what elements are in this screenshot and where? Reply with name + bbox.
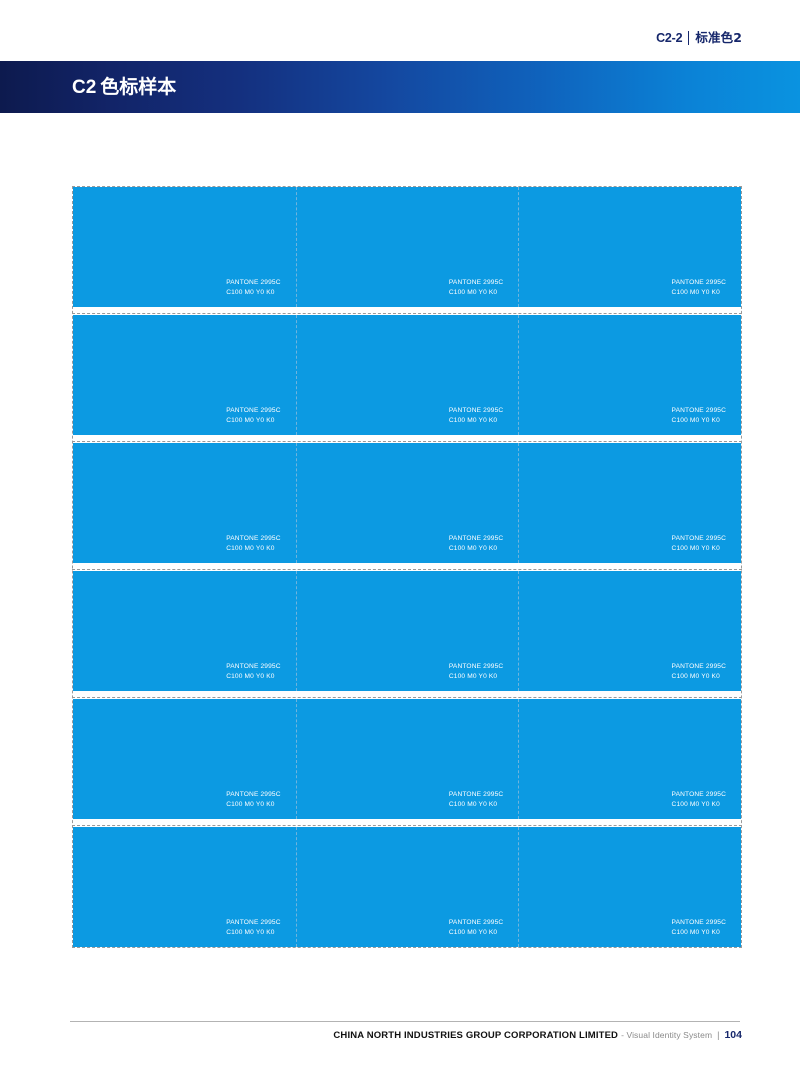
swatch-pantone: PANTONE 2995C: [448, 662, 504, 670]
color-swatch[interactable]: PANTONE 2995C C100 M0 Y0 K0: [73, 827, 296, 947]
swatch-cmyk: C100 M0 Y0 K0: [448, 672, 498, 680]
swatch-pantone: PANTONE 2995C: [671, 790, 727, 798]
swatch-pantone: PANTONE 2995C: [671, 278, 727, 286]
swatch-pantone: PANTONE 2995C: [671, 918, 727, 926]
swatch-row: PANTONE 2995C C100 M0 Y0 K0 PANTONE 2995…: [72, 187, 742, 314]
footer-separator: |: [717, 1030, 720, 1040]
swatch-pantone: PANTONE 2995C: [226, 406, 281, 414]
color-swatch-grid: PANTONE 2995C C100 M0 Y0 K0 PANTONE 2995…: [72, 186, 742, 948]
color-swatch[interactable]: PANTONE 2995C C100 M0 Y0 K0: [295, 187, 519, 307]
swatch-label: PANTONE 2995C C100 M0 Y0 K0: [226, 790, 280, 810]
color-swatch[interactable]: PANTONE 2995C C100 M0 Y0 K0: [295, 315, 519, 435]
page-title-cn: 色标样本: [100, 75, 177, 98]
footer-company-name: CHINA NORTH INDUSTRIES GROUP CORPORATION…: [333, 1030, 619, 1041]
color-swatch[interactable]: PANTONE 2995C C100 M0 Y0 K0: [518, 187, 742, 307]
swatch-cmyk: C100 M0 Y0 K0: [226, 544, 275, 552]
color-swatch[interactable]: PANTONE 2995C C100 M0 Y0 K0: [73, 187, 296, 307]
swatch-cmyk: C100 M0 Y0 K0: [671, 800, 720, 808]
swatch-label: PANTONE 2995C C100 M0 Y0 K0: [449, 918, 503, 938]
color-swatch[interactable]: PANTONE 2995C C100 M0 Y0 K0: [518, 571, 742, 691]
swatch-pantone: PANTONE 2995C: [448, 790, 504, 798]
swatch-label: PANTONE 2995C C100 M0 Y0 K0: [672, 790, 726, 810]
color-swatch[interactable]: PANTONE 2995C C100 M0 Y0 K0: [73, 315, 296, 435]
color-swatch[interactable]: PANTONE 2995C C100 M0 Y0 K0: [518, 443, 742, 563]
color-swatch[interactable]: PANTONE 2995C C100 M0 Y0 K0: [295, 827, 519, 947]
swatch-row: PANTONE 2995C C100 M0 Y0 K0 PANTONE 2995…: [72, 443, 742, 570]
footer-system-name: - Visual Identity System: [621, 1030, 713, 1040]
swatch-pantone: PANTONE 2995C: [448, 406, 504, 414]
swatch-cmyk: C100 M0 Y0 K0: [671, 288, 720, 296]
page-footer: CHINA NORTH INDUSTRIES GROUP CORPORATION…: [333, 1030, 742, 1041]
page-header-meta: C2-2 标准色2: [656, 31, 742, 45]
swatch-row: PANTONE 2995C C100 M0 Y0 K0 PANTONE 2995…: [73, 827, 742, 947]
section-title-cn: 标准色2: [695, 29, 742, 45]
swatch-label: PANTONE 2995C C100 M0 Y0 K0: [226, 662, 280, 682]
swatch-row: PANTONE 2995C C100 M0 Y0 K0 PANTONE 2995…: [72, 699, 742, 826]
swatch-label: PANTONE 2995C C100 M0 Y0 K0: [449, 662, 503, 682]
color-swatch[interactable]: PANTONE 2995C C100 M0 Y0 K0: [518, 699, 742, 819]
swatch-pantone: PANTONE 2995C: [226, 918, 281, 926]
swatch-label: PANTONE 2995C C100 M0 Y0 K0: [449, 790, 503, 810]
swatch-label: PANTONE 2995C C100 M0 Y0 K0: [226, 406, 280, 426]
swatch-cmyk: C100 M0 Y0 K0: [226, 800, 275, 808]
swatch-cmyk: C100 M0 Y0 K0: [448, 416, 498, 424]
color-swatch[interactable]: PANTONE 2995C C100 M0 Y0 K0: [295, 443, 519, 563]
page-title-lead: C2: [72, 76, 97, 98]
swatch-cmyk: C100 M0 Y0 K0: [226, 928, 275, 936]
color-swatch[interactable]: PANTONE 2995C C100 M0 Y0 K0: [518, 827, 742, 947]
swatch-cmyk: C100 M0 Y0 K0: [226, 416, 275, 424]
swatch-cmyk: C100 M0 Y0 K0: [671, 544, 720, 552]
swatch-label: PANTONE 2995C C100 M0 Y0 K0: [672, 918, 726, 938]
swatch-pantone: PANTONE 2995C: [671, 406, 727, 414]
page-title: C2 色标样本: [72, 75, 177, 98]
swatch-label: PANTONE 2995C C100 M0 Y0 K0: [449, 278, 503, 298]
color-swatch[interactable]: PANTONE 2995C C100 M0 Y0 K0: [295, 699, 519, 819]
section-code: C2-2: [656, 30, 683, 45]
swatch-cmyk: C100 M0 Y0 K0: [226, 672, 275, 680]
header-divider: [688, 31, 690, 45]
swatch-label: PANTONE 2995C C100 M0 Y0 K0: [672, 534, 726, 554]
color-swatch[interactable]: PANTONE 2995C C100 M0 Y0 K0: [73, 699, 296, 819]
swatch-label: PANTONE 2995C C100 M0 Y0 K0: [672, 662, 726, 682]
swatch-cmyk: C100 M0 Y0 K0: [671, 672, 720, 680]
swatch-label: PANTONE 2995C C100 M0 Y0 K0: [449, 534, 503, 554]
swatch-cmyk: C100 M0 Y0 K0: [226, 288, 275, 296]
color-swatch[interactable]: PANTONE 2995C C100 M0 Y0 K0: [73, 571, 296, 691]
swatch-cmyk: C100 M0 Y0 K0: [671, 416, 720, 424]
swatch-pantone: PANTONE 2995C: [448, 534, 504, 542]
page-title-bar: C2 色标样本: [0, 61, 800, 113]
swatch-pantone: PANTONE 2995C: [226, 662, 281, 670]
swatch-pantone: PANTONE 2995C: [226, 534, 281, 542]
swatch-pantone: PANTONE 2995C: [226, 790, 281, 798]
swatch-label: PANTONE 2995C C100 M0 Y0 K0: [226, 918, 280, 938]
swatch-pantone: PANTONE 2995C: [448, 918, 504, 926]
swatch-cmyk: C100 M0 Y0 K0: [448, 928, 498, 936]
swatch-pantone: PANTONE 2995C: [671, 662, 727, 670]
color-swatch[interactable]: PANTONE 2995C C100 M0 Y0 K0: [295, 571, 519, 691]
swatch-cmyk: C100 M0 Y0 K0: [448, 544, 498, 552]
swatch-pantone: PANTONE 2995C: [226, 278, 281, 286]
swatch-cmyk: C100 M0 Y0 K0: [448, 288, 498, 296]
swatch-cmyk: C100 M0 Y0 K0: [448, 800, 498, 808]
swatch-label: PANTONE 2995C C100 M0 Y0 K0: [672, 406, 726, 426]
swatch-row: PANTONE 2995C C100 M0 Y0 K0 PANTONE 2995…: [72, 315, 742, 442]
page-number: 104: [724, 1029, 742, 1041]
swatch-label: PANTONE 2995C C100 M0 Y0 K0: [226, 278, 280, 298]
swatch-label: PANTONE 2995C C100 M0 Y0 K0: [226, 534, 280, 554]
swatch-label: PANTONE 2995C C100 M0 Y0 K0: [672, 278, 726, 298]
swatch-pantone: PANTONE 2995C: [448, 278, 504, 286]
swatch-pantone: PANTONE 2995C: [671, 534, 727, 542]
swatch-row: PANTONE 2995C C100 M0 Y0 K0 PANTONE 2995…: [72, 571, 742, 698]
swatch-label: PANTONE 2995C C100 M0 Y0 K0: [449, 406, 503, 426]
footer-divider: [70, 1021, 740, 1022]
color-swatch[interactable]: PANTONE 2995C C100 M0 Y0 K0: [518, 315, 742, 435]
color-swatch[interactable]: PANTONE 2995C C100 M0 Y0 K0: [73, 443, 296, 563]
swatch-cmyk: C100 M0 Y0 K0: [671, 928, 720, 936]
